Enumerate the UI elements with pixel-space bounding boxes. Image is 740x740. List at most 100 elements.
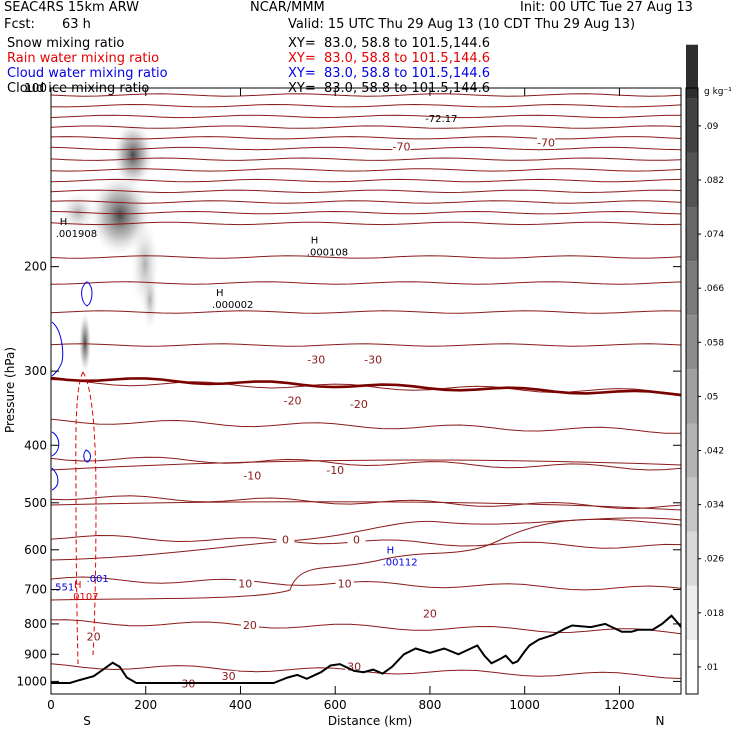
north-end-label: N [656,714,665,728]
isotherm [51,343,681,347]
contour-label: -70 [393,141,411,154]
isotherm [51,518,681,601]
isotherm [51,93,681,97]
contour-label-bg [243,470,262,482]
colorbar-swatch [686,369,698,424]
colorbar-label: .042 [704,447,724,457]
contour-value-label: .001 [87,574,109,585]
colorbar-swatch [686,477,698,532]
colorbar-label: .074 [704,230,724,240]
isotherm [51,501,681,511]
colorbar-label: .09 [704,122,719,132]
contour-label: 10 [238,578,252,591]
isotherm [51,534,681,549]
org-label: NCAR/MMM [250,0,325,15]
max-marker: H [387,546,395,557]
contour-label: 0 [282,533,289,546]
max-value-label: .001908 [56,229,97,240]
contour-label-bg [179,678,198,690]
contour-label-bg [392,141,411,153]
contour-label: 10 [338,578,352,591]
field-xy-rain: XY= 83.0, 58.8 to 101.5,144.6 [288,51,491,66]
y-tick-label: 400 [24,438,47,452]
contour-label-bg [364,354,383,366]
contour-value-label: .551 [52,583,74,594]
isotherm [51,456,681,471]
field-xy-cloud-water: XY= 83.0, 58.8 to 101.5,144.6 [288,66,491,81]
y-tick-label: 900 [24,647,47,661]
contour-label-bg [236,578,255,590]
isotherm [51,255,681,259]
forecast-hours: 63 h [62,17,91,32]
contour-label-bg [219,670,238,682]
colorbar-swatch [686,531,698,586]
x-tick-label: 200 [134,698,157,712]
contour-label: 20 [423,608,437,621]
contour-label: 20 [243,619,257,632]
cloud-water-contour-side [51,431,60,491]
isotherm [51,379,681,395]
colorbar-label: .034 [704,501,724,511]
max-marker: H [60,217,68,228]
colorbar-unit: g kg⁻¹ [704,87,732,97]
contour-label: 20 [87,631,101,644]
x-tick-label: 1200 [604,698,635,712]
contour-label: 30 [181,678,195,691]
mixing-ratio-contours [51,281,97,665]
contour-label-bg [283,395,302,407]
x-tick-label: 1000 [509,698,540,712]
contour-label-bg [349,399,368,411]
contour-label-bg [335,578,354,590]
isotherm [51,136,681,140]
y-tick-label: 300 [24,364,47,378]
isotherm [51,619,681,635]
isotherm [51,103,681,108]
contour-label-bg [240,619,259,631]
max-value-label: .00112 [383,558,418,569]
x-tick-label: 400 [229,698,252,712]
colorbar-label: .05 [704,392,718,402]
contour-label-bg [345,661,364,673]
colorbar-swatch [686,98,698,153]
colorbar-label: .01 [704,663,718,673]
isotherm [51,200,681,204]
colorbar-swatch [686,639,698,694]
max-marker: H [216,288,224,299]
colorbar-swatch [686,152,698,208]
rain-contour [75,371,97,665]
y-tick-label: 800 [24,617,47,631]
contour-label-bg [307,354,326,366]
south-end-label: S [83,714,91,728]
max-value-label: .000002 [212,300,253,311]
contour-label: -30 [364,353,382,366]
contour-label: -10 [243,469,261,482]
model-title: SEAC4RS 15km ARW [4,0,140,15]
y-tick-label: 100 [24,81,47,95]
forecast-label: Fcst: [4,17,35,32]
y-tick-label: 700 [24,583,47,597]
y-tick-label: 600 [24,543,47,557]
cloud-water-contour-upper [81,281,93,307]
isotherm [51,168,681,172]
colorbar-label: .082 [704,176,724,186]
contour-label: -30 [307,353,325,366]
isotherm [51,189,681,194]
max-marker: H [311,235,319,246]
isotherm [51,576,681,591]
contour-label-bg [84,631,103,643]
isotherm [51,178,681,183]
contour-value-label: -72.17 [425,114,457,125]
y-axis-title: Pressure (hPa) [3,347,17,433]
temperature-contours [51,93,681,679]
contour-label-bg [537,137,555,149]
init-time: Init: 00 UTC Tue 27 Aug 13 [520,0,693,15]
contour-label-bg [326,464,345,476]
colorbar: g kg⁻¹ .01 .018 .026 .034 .042 .05 .058 .066 .07… [685,44,732,695]
terrain-profile [51,614,681,684]
isotherm [51,221,681,226]
contour-label: -10 [326,464,344,477]
contour-label: -20 [284,394,302,407]
isotherm [51,418,681,434]
isotherm [51,310,681,314]
